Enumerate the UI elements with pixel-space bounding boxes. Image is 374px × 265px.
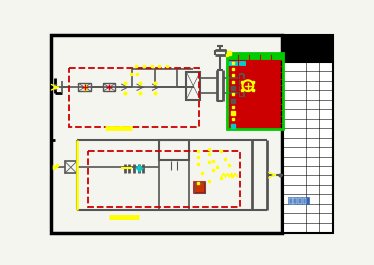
Bar bbox=[282, 62, 332, 233]
Bar bbox=[227, 116, 282, 122]
Bar bbox=[227, 85, 282, 91]
Bar bbox=[227, 104, 282, 110]
Bar bbox=[227, 53, 282, 60]
Bar bbox=[227, 110, 282, 116]
Bar bbox=[69, 68, 199, 127]
Bar bbox=[227, 72, 282, 78]
Bar bbox=[88, 151, 240, 207]
Bar bbox=[227, 60, 282, 66]
Bar bbox=[288, 197, 309, 204]
Bar bbox=[51, 35, 282, 233]
Bar bbox=[227, 60, 246, 66]
Bar bbox=[186, 72, 200, 100]
Bar bbox=[194, 182, 205, 193]
Bar bbox=[282, 35, 332, 62]
Bar bbox=[289, 198, 292, 204]
Bar bbox=[65, 161, 77, 174]
Bar bbox=[227, 53, 282, 60]
Bar bbox=[159, 140, 188, 160]
Bar bbox=[293, 198, 297, 204]
Bar bbox=[303, 198, 306, 204]
Bar bbox=[79, 83, 91, 91]
Bar bbox=[298, 198, 302, 204]
Bar bbox=[227, 97, 282, 104]
Bar bbox=[227, 91, 282, 97]
Bar bbox=[227, 66, 282, 72]
Bar bbox=[194, 182, 205, 193]
Bar bbox=[227, 122, 282, 129]
Bar bbox=[103, 83, 116, 91]
Circle shape bbox=[242, 80, 253, 91]
Bar bbox=[227, 78, 282, 85]
Bar bbox=[227, 53, 282, 129]
